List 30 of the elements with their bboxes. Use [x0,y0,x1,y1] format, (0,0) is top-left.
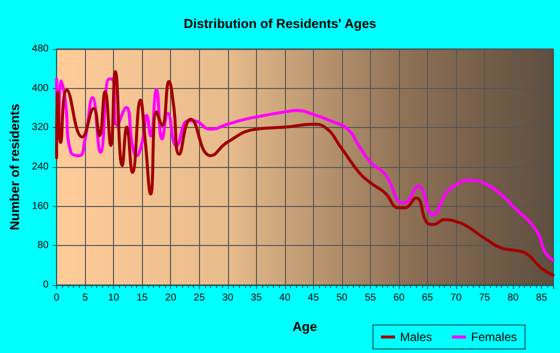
y-tick-label: 80 [37,240,50,252]
legend-label: Females [470,330,517,344]
x-tick-label: 70 [450,292,462,304]
x-axis-title: Age [292,319,318,334]
x-tick-label: 0 [54,292,60,304]
x-tick-label: 85 [536,292,548,304]
x-tick-label: 15 [136,292,148,304]
y-tick-label: 240 [32,162,50,172]
y-tick-label: 0 [43,280,50,290]
x-tick-label: 75 [478,292,491,304]
x-tick-label: 40 [279,292,291,304]
x-tick-label: 10 [108,292,120,304]
x-tick-label: 45 [308,292,320,304]
x-tick-label: 5 [82,292,88,304]
x-tick-label: 30 [222,292,234,304]
y-tick-label: 160 [32,200,50,212]
legend-label: Males [400,330,432,344]
y-tick-label: 480 [32,44,50,54]
x-tick-label: 65 [422,292,434,304]
x-tick-label: 25 [194,292,206,304]
y-tick-label: 320 [32,122,50,134]
y-axis-title: Number of residents [7,104,22,230]
x-tick-label: 35 [250,292,262,304]
x-tick-label: 20 [165,292,177,304]
y-tick-label: 400 [32,82,50,94]
x-tick-label: 60 [393,292,405,304]
x-tick-label: 55 [364,292,376,304]
x-tick-label: 50 [336,292,348,304]
chart-title: Distribution of Residents' Ages [184,16,376,31]
x-tick-label: 80 [507,292,520,304]
